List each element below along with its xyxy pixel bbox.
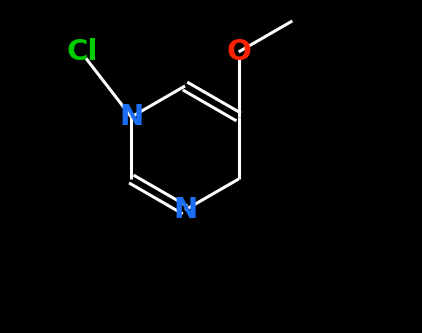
Text: N: N [173,196,197,224]
Text: O: O [226,38,251,66]
Text: N: N [119,103,143,131]
Text: Cl: Cl [67,38,98,66]
